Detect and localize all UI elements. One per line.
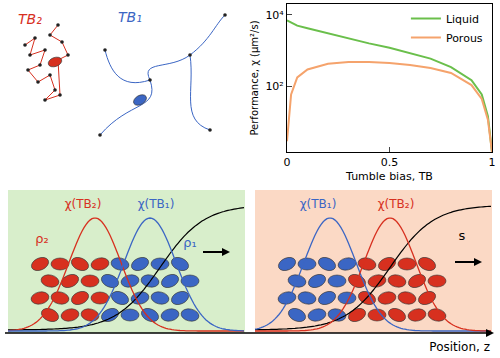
svg-text:Tumble bias, TB: Tumble bias, TB: [345, 170, 433, 183]
svg-text:10²: 10²: [265, 80, 283, 93]
svg-text:Performance, χ (μm²/s): Performance, χ (μm²/s): [249, 20, 260, 135]
svg-text:χ(TB₁): χ(TB₁): [138, 197, 175, 211]
svg-text:10⁴: 10⁴: [265, 9, 284, 22]
svg-text:0: 0: [284, 156, 291, 169]
svg-text:TB₂: TB₂: [18, 11, 42, 27]
svg-text:s: s: [459, 228, 466, 243]
svg-text:χ(TB₂): χ(TB₂): [65, 197, 102, 211]
svg-text:0.5: 0.5: [381, 156, 399, 169]
svg-text:1: 1: [489, 156, 496, 169]
svg-text:Porous: Porous: [446, 32, 483, 45]
svg-text:ρ₂: ρ₂: [35, 231, 48, 246]
svg-text:Position, z: Position, z: [429, 340, 490, 354]
svg-text:TB₁: TB₁: [118, 9, 142, 25]
svg-text:χ(TB₂): χ(TB₂): [378, 197, 415, 211]
svg-text:χ(TB₁): χ(TB₁): [300, 197, 337, 211]
svg-text:ρ₁: ρ₁: [183, 235, 196, 250]
svg-text:Liquid: Liquid: [446, 13, 479, 26]
